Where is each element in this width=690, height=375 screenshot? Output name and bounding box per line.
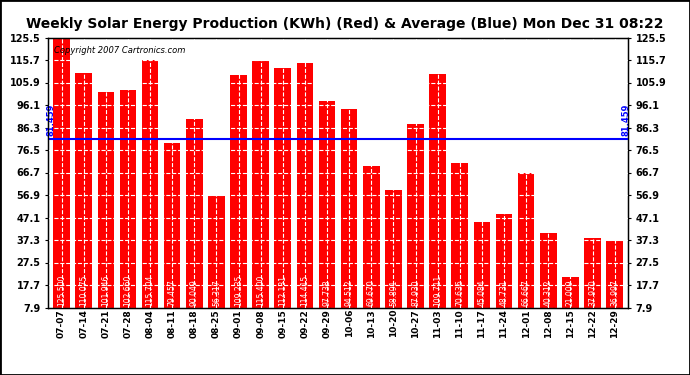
Text: 114.415: 114.415: [300, 275, 309, 306]
Text: 125.500: 125.500: [57, 275, 66, 306]
Text: 69.670: 69.670: [367, 280, 376, 306]
Text: 81.459: 81.459: [46, 104, 55, 136]
Text: 102.660: 102.660: [124, 275, 132, 306]
Text: 40.312: 40.312: [544, 280, 553, 306]
Bar: [540, 233, 557, 326]
Bar: [562, 278, 579, 326]
Text: 115.400: 115.400: [256, 275, 265, 306]
Bar: [451, 164, 468, 326]
Bar: [186, 119, 203, 326]
Text: 112.131: 112.131: [278, 275, 287, 306]
Bar: [208, 196, 225, 326]
Text: 37.970: 37.970: [588, 280, 597, 306]
Bar: [75, 73, 92, 326]
Bar: [319, 101, 335, 326]
Text: 56.317: 56.317: [212, 280, 221, 306]
Text: 36.997: 36.997: [610, 280, 619, 306]
Text: 101.946: 101.946: [101, 275, 110, 306]
Text: Copyright 2007 Cartronics.com: Copyright 2007 Cartronics.com: [54, 46, 186, 55]
Text: 109.235: 109.235: [234, 275, 243, 306]
Bar: [495, 214, 512, 326]
Bar: [341, 109, 357, 326]
Text: 79.457: 79.457: [168, 280, 177, 306]
Text: 90.049: 90.049: [190, 280, 199, 306]
Text: 58.891: 58.891: [389, 280, 398, 306]
Bar: [119, 90, 136, 326]
Bar: [53, 38, 70, 326]
Text: 66.667: 66.667: [522, 280, 531, 306]
Text: 115.704: 115.704: [146, 275, 155, 306]
Bar: [407, 124, 424, 326]
Bar: [253, 61, 269, 326]
Text: 94.512: 94.512: [345, 280, 354, 306]
Bar: [164, 143, 181, 326]
Bar: [230, 75, 247, 326]
Bar: [97, 92, 114, 326]
Bar: [607, 241, 623, 326]
Text: 21.009: 21.009: [566, 280, 575, 306]
Bar: [385, 190, 402, 326]
Bar: [473, 222, 490, 326]
Bar: [275, 68, 291, 326]
Text: 48.731: 48.731: [500, 280, 509, 306]
Bar: [141, 60, 159, 326]
Text: 70.636: 70.636: [455, 280, 464, 306]
Bar: [584, 238, 601, 326]
Text: 109.711: 109.711: [433, 275, 442, 306]
Text: Weekly Solar Energy Production (KWh) (Red) & Average (Blue) Mon Dec 31 08:22: Weekly Solar Energy Production (KWh) (Re…: [26, 17, 664, 31]
Bar: [363, 166, 380, 326]
Bar: [518, 172, 535, 326]
Bar: [429, 74, 446, 326]
Text: 97.738: 97.738: [322, 280, 331, 306]
Text: 110.075: 110.075: [79, 275, 88, 306]
Bar: [297, 63, 313, 326]
Text: 81.459: 81.459: [621, 104, 630, 136]
Text: 87.930: 87.930: [411, 280, 420, 306]
Text: 45.084: 45.084: [477, 280, 486, 306]
